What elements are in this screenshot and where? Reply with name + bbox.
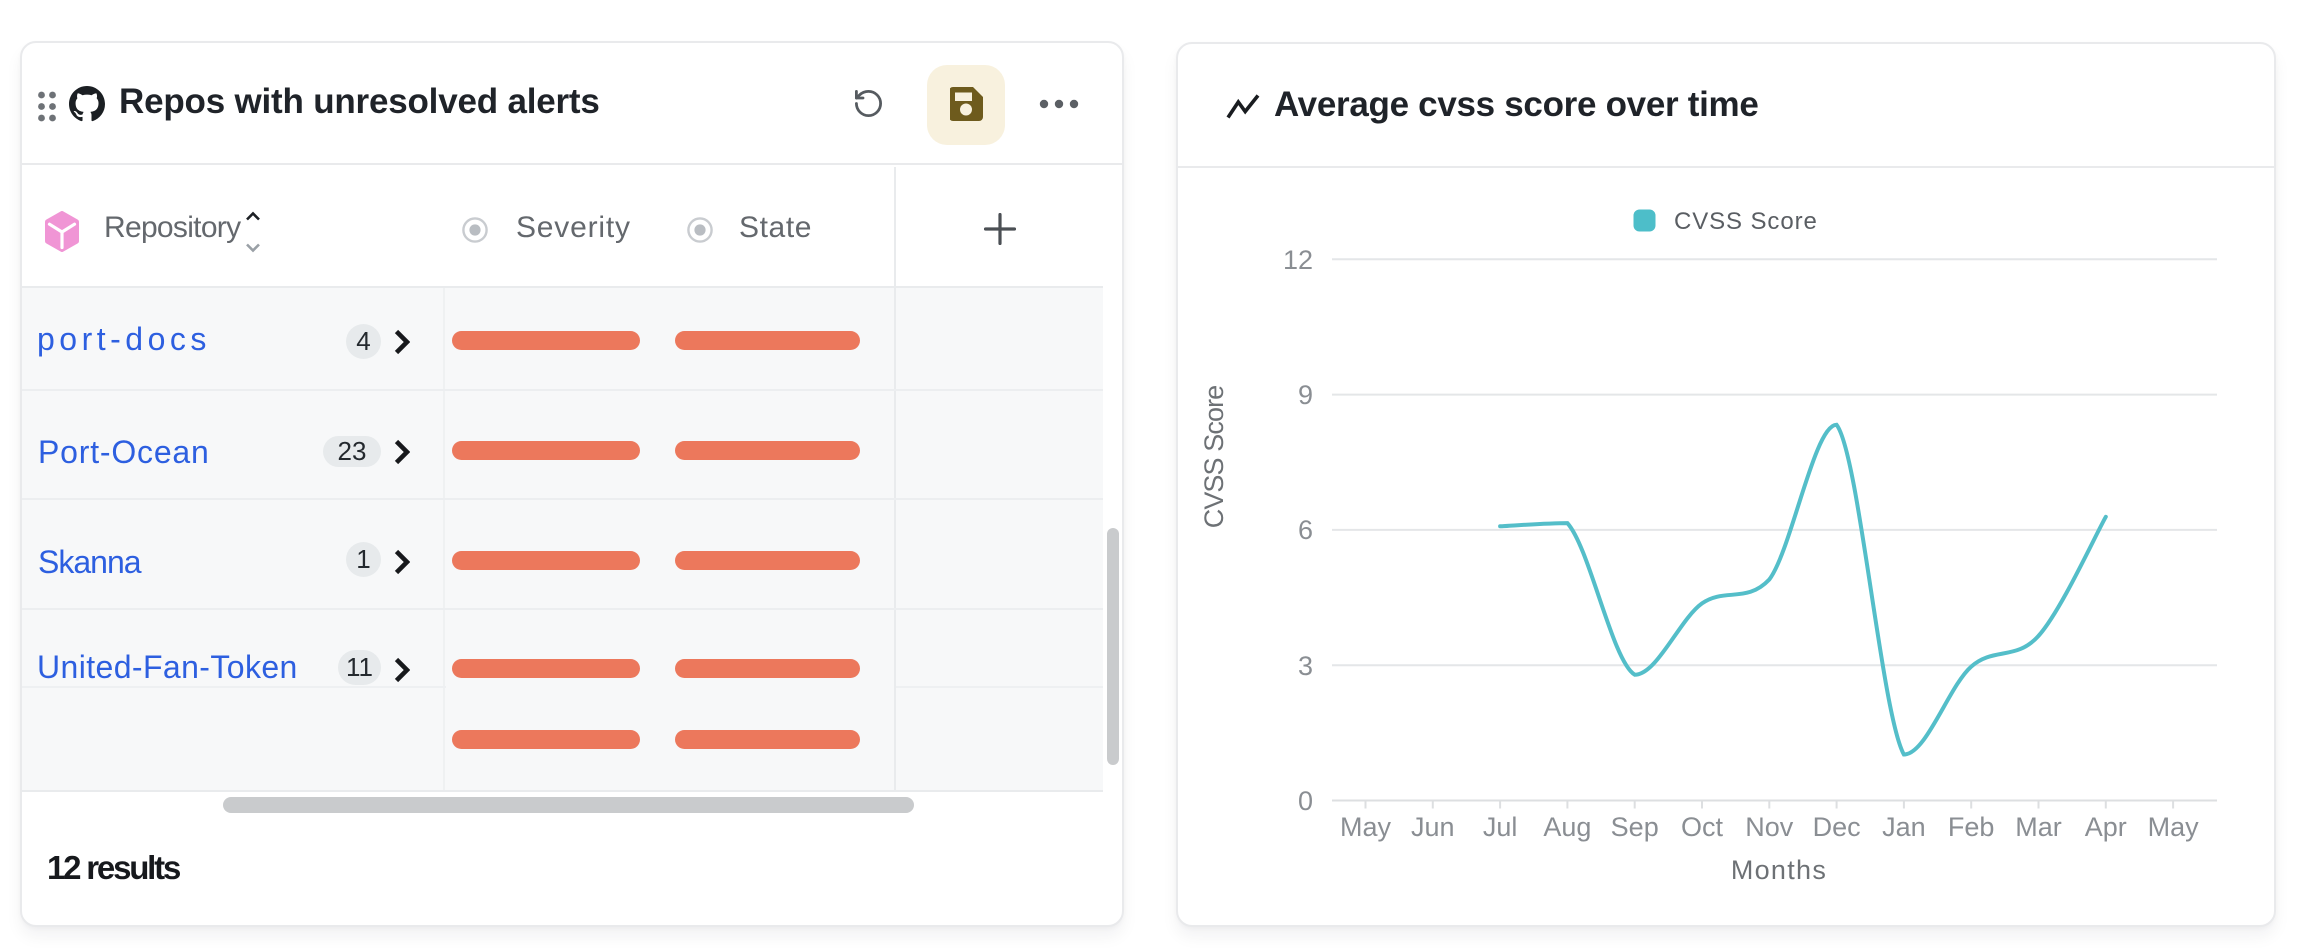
svg-text:Apr: Apr [2085,812,2127,842]
svg-text:Feb: Feb [1948,812,1995,842]
svg-text:Mar: Mar [2015,812,2062,842]
svg-text:0: 0 [1298,786,1313,816]
svg-text:May: May [2148,812,2200,842]
svg-text:Sep: Sep [1611,812,1659,842]
svg-text:CVSS Score: CVSS Score [1674,208,1818,235]
svg-text:Nov: Nov [1745,812,1794,842]
svg-text:May: May [1340,812,1392,842]
svg-text:9: 9 [1298,380,1313,410]
svg-text:Jan: Jan [1882,812,1926,842]
svg-text:3: 3 [1298,651,1313,681]
svg-text:Oct: Oct [1681,812,1724,842]
svg-text:CVSS Score: CVSS Score [1199,386,1229,529]
svg-text:Jul: Jul [1483,812,1518,842]
svg-text:Dec: Dec [1813,812,1861,842]
svg-text:Months: Months [1731,855,1827,885]
svg-text:Aug: Aug [1543,812,1591,842]
svg-text:12: 12 [1283,245,1313,275]
svg-text:Jun: Jun [1411,812,1455,842]
svg-text:6: 6 [1298,515,1313,545]
